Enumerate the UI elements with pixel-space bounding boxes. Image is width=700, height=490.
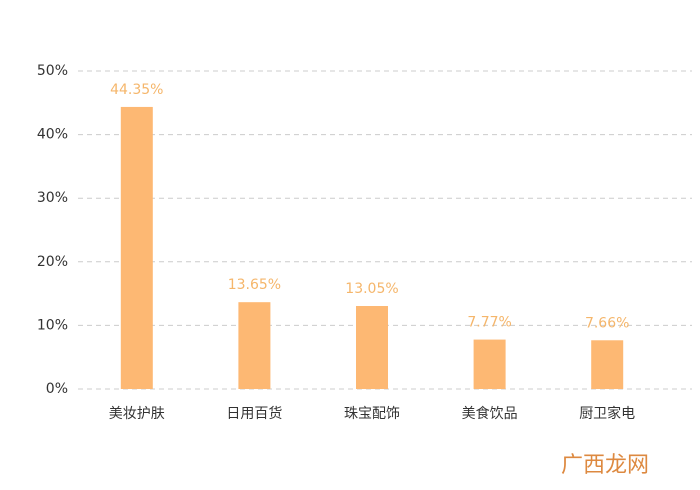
y-tick-label: 30% xyxy=(37,190,68,206)
x-tick-label: 厨卫家电 xyxy=(579,405,635,422)
value-label: 13.05% xyxy=(345,281,398,297)
x-tick-label: 日用百货 xyxy=(226,405,282,422)
bar xyxy=(120,106,153,390)
bar xyxy=(473,339,506,389)
value-label: 7.77% xyxy=(467,315,511,331)
x-tick-label: 珠宝配饰 xyxy=(344,406,400,422)
y-tick-label: 10% xyxy=(37,317,68,333)
value-label: 44.35% xyxy=(110,82,163,98)
value-label: 7.66% xyxy=(585,315,629,331)
y-tick-label: 40% xyxy=(37,127,68,143)
x-tick-label: 美食饮品 xyxy=(462,405,518,422)
y-tick-label: 50% xyxy=(37,63,68,79)
bar xyxy=(238,302,271,389)
watermark: 广西龙网 xyxy=(561,453,649,478)
bar xyxy=(356,306,388,389)
x-tick-label: 美妆护肤 xyxy=(109,406,165,422)
bar xyxy=(591,340,624,389)
value-label: 13.65% xyxy=(228,277,281,293)
y-tick-label: 20% xyxy=(37,254,68,270)
y-tick-label: 0% xyxy=(46,381,68,397)
